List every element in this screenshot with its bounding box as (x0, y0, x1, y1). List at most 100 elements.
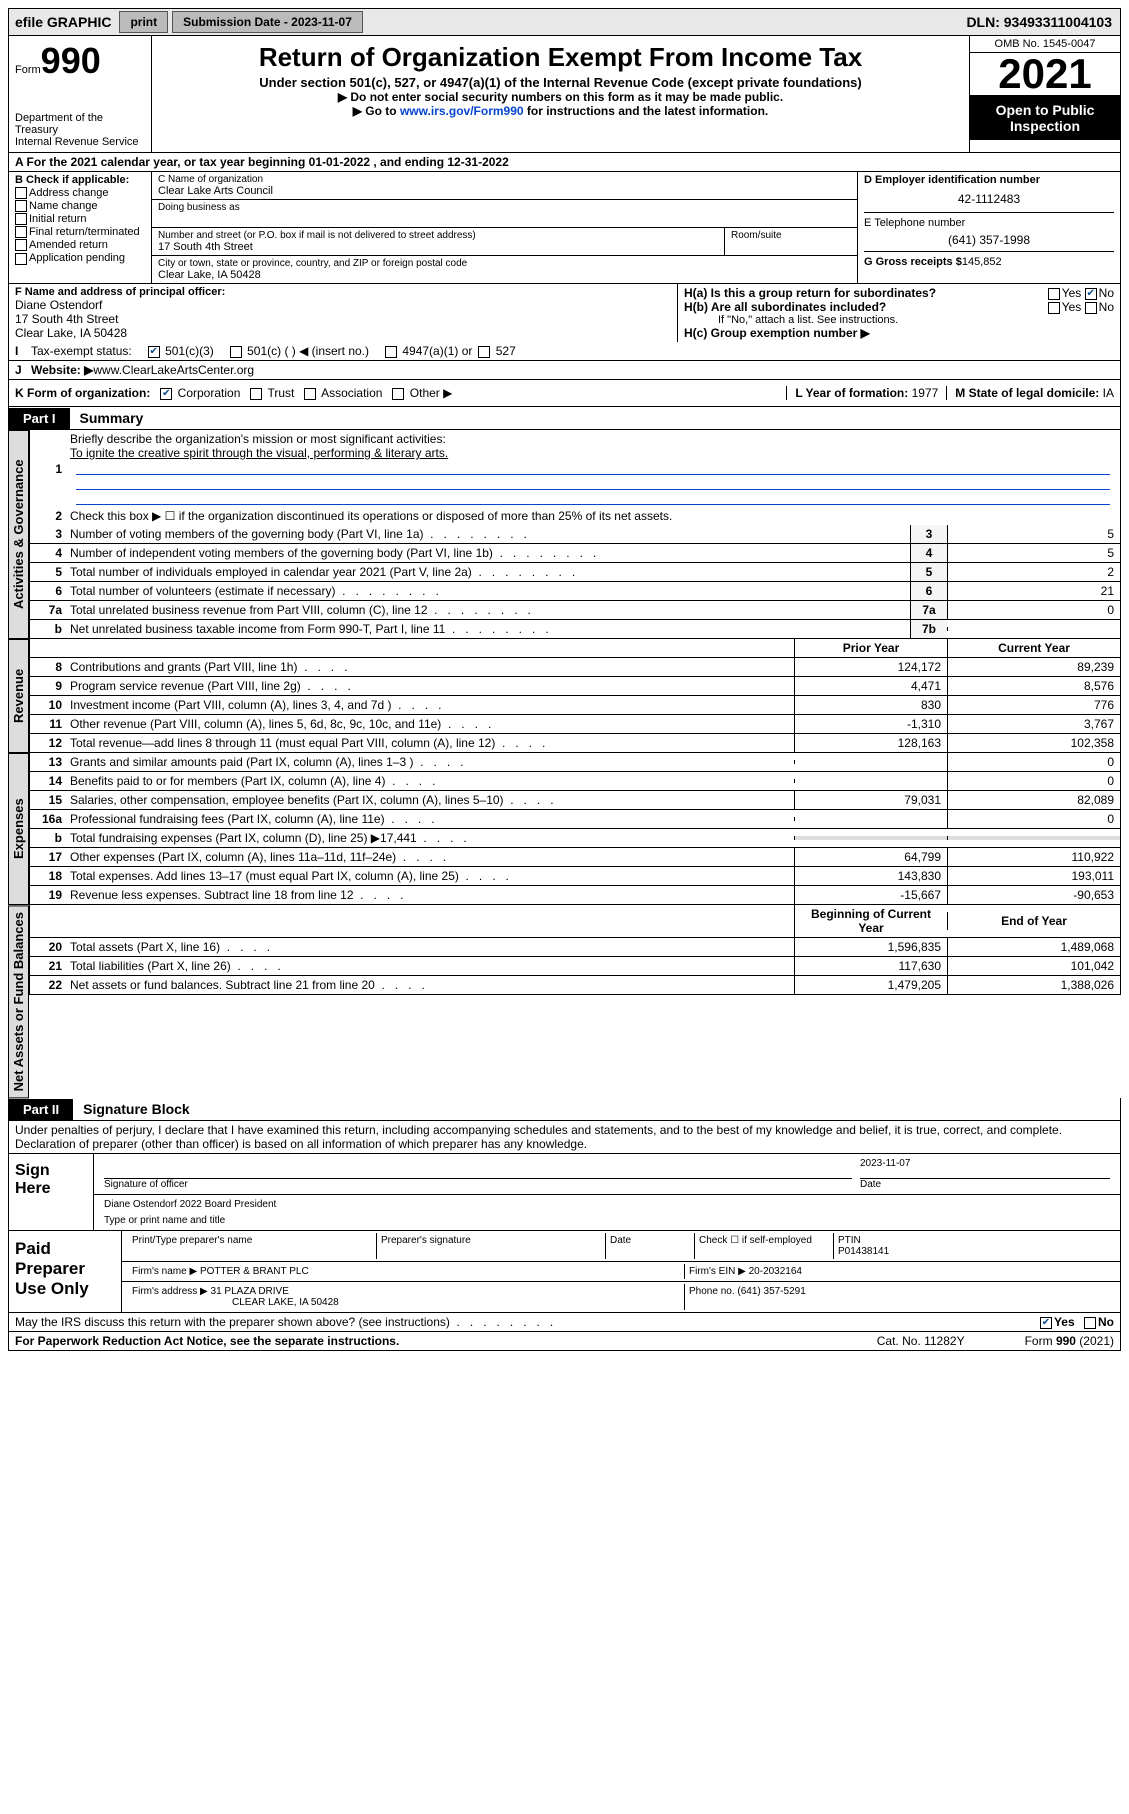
phone-value: (641) 357-1998 (864, 229, 1114, 251)
prep-name-label: Print/Type preparer's name (128, 1233, 377, 1259)
table-row: 9 Program service revenue (Part VIII, li… (29, 677, 1121, 696)
part1-title: Summary (70, 407, 154, 429)
subtitle-1: Under section 501(c), 527, or 4947(a)(1)… (160, 75, 961, 90)
table-row: 10 Investment income (Part VIII, column … (29, 696, 1121, 715)
sig-date-label: Date (860, 1179, 881, 1190)
cb-hb-yes[interactable] (1048, 302, 1060, 314)
revenue-header: Prior Year Current Year (29, 639, 1121, 658)
cb-501c3[interactable] (148, 346, 160, 358)
instructions-link[interactable]: www.irs.gov/Form990 (400, 104, 524, 118)
sig-name: Diane Ostendorf 2022 Board President (104, 1199, 1110, 1215)
cb-4947[interactable] (385, 346, 397, 358)
block-bcd: B Check if applicable: Address change Na… (8, 172, 1121, 283)
cb-k-assoc[interactable] (304, 388, 316, 400)
table-row: b Total fundraising expenses (Part IX, c… (29, 829, 1121, 848)
table-row: 20 Total assets (Part X, line 16) 1,596,… (29, 938, 1121, 957)
cb-amended-return[interactable]: Amended return (15, 239, 145, 251)
table-row: 8 Contributions and grants (Part VIII, l… (29, 658, 1121, 677)
table-row: 17 Other expenses (Part IX, column (A), … (29, 848, 1121, 867)
efile-label: efile GRAPHIC (9, 11, 117, 33)
discuss-label: May the IRS discuss this return with the… (15, 1315, 553, 1329)
f-cell: F Name and address of principal officer:… (9, 284, 678, 342)
room-label: Room/suite (731, 230, 851, 241)
tab-revenue: Revenue (8, 639, 29, 753)
j-label: Website: ▶ (31, 363, 93, 377)
firm-addr: 31 PLAZA DRIVE (211, 1286, 289, 1297)
cb-ha-no[interactable] (1085, 288, 1097, 300)
officer-addr1: 17 South 4th Street (15, 312, 671, 326)
preparer-row-3: Firm's address ▶ 31 PLAZA DRIVE CLEAR LA… (122, 1282, 1120, 1312)
cb-527[interactable] (478, 346, 490, 358)
firm-city: CLEAR LAKE, IA 50428 (232, 1297, 339, 1308)
table-row: 21 Total liabilities (Part X, line 26) 1… (29, 957, 1121, 976)
cb-address-change[interactable]: Address change (15, 187, 145, 199)
street-value: 17 South 4th Street (158, 241, 718, 253)
officer-name: Diane Ostendorf (15, 298, 671, 312)
prep-date-label: Date (606, 1233, 695, 1259)
cb-discuss-yes[interactable] (1040, 1317, 1052, 1329)
line-2: 2Check this box ▶ ☐ if the organization … (29, 507, 1121, 525)
ein-value: 42-1112483 (864, 186, 1114, 212)
hc-row: H(c) Group exemption number ▶ (684, 326, 1114, 340)
table-row: 13 Grants and similar amounts paid (Part… (29, 753, 1121, 772)
cb-name-change[interactable]: Name change (15, 200, 145, 212)
i-label: Tax-exempt status: (31, 344, 132, 358)
year-cell: OMB No. 1545-0047 2021 Open to Public In… (969, 36, 1120, 152)
tab-expenses: Expenses (8, 753, 29, 905)
title-cell: Return of Organization Exempt From Incom… (152, 36, 969, 152)
section-netassets: Net Assets or Fund Balances Beginning of… (8, 905, 1121, 1098)
subtitle-2: ▶ Do not enter social security numbers o… (160, 90, 961, 104)
cb-501c[interactable] (230, 346, 242, 358)
netassets-header: Beginning of Current Year End of Year (29, 905, 1121, 938)
cb-application-pending[interactable]: Application pending (15, 252, 145, 264)
preparer-row-1: Print/Type preparer's name Preparer's si… (122, 1231, 1120, 1262)
part1-bar: Part I Summary (8, 407, 1121, 430)
table-row: 11 Other revenue (Part VIII, column (A),… (29, 715, 1121, 734)
table-row: 14 Benefits paid to or for members (Part… (29, 772, 1121, 791)
line-7b: bNet unrelated business taxable income f… (29, 620, 1121, 639)
cb-k-other[interactable] (392, 388, 404, 400)
m-cell: M State of legal domicile: IA (946, 386, 1114, 400)
l1-label: Briefly describe the organization's miss… (70, 432, 446, 446)
cb-ha-yes[interactable] (1048, 288, 1060, 300)
subtitle-3: ▶ Go to www.irs.gov/Form990 for instruct… (160, 104, 961, 118)
pra-notice: For Paperwork Reduction Act Notice, see … (15, 1334, 399, 1348)
dln-label: DLN: 93493311004103 (958, 11, 1120, 33)
l-cell: L Year of formation: 1977 (786, 386, 938, 400)
submission-date-button[interactable]: Submission Date - 2023-11-07 (172, 11, 363, 33)
inspection-label: Open to Public Inspection (970, 96, 1120, 140)
cb-initial-return[interactable]: Initial return (15, 213, 145, 225)
c-city-cell: City or town, state or province, country… (152, 256, 857, 283)
b-label: B Check if applicable: (15, 174, 145, 186)
row-a-tax-year: A For the 2021 calendar year, or tax yea… (8, 153, 1121, 172)
sig-type-label: Type or print name and title (104, 1215, 225, 1226)
cb-k-trust[interactable] (250, 388, 262, 400)
cb-hb-no[interactable] (1085, 302, 1097, 314)
print-button[interactable]: print (119, 11, 168, 33)
f-label: F Name and address of principal officer: (15, 286, 671, 298)
officer-addr2: Clear Lake, IA 50428 (15, 326, 671, 340)
cb-discuss-no[interactable] (1084, 1317, 1096, 1329)
cb-k-corp[interactable] (160, 388, 172, 400)
footer-row: For Paperwork Reduction Act Notice, see … (8, 1332, 1121, 1351)
l1-value: To ignite the creative spirit through th… (70, 446, 448, 460)
sign-here-block: Sign Here Signature of officer 2023-11-0… (8, 1154, 1121, 1231)
table-row: 16a Professional fundraising fees (Part … (29, 810, 1121, 829)
sign-here-label: Sign Here (9, 1154, 94, 1230)
col-c: C Name of organization Clear Lake Arts C… (152, 172, 858, 283)
part1-label: Part I (9, 408, 70, 429)
sig-officer-row: Signature of officer 2023-11-07 Date (94, 1154, 1120, 1195)
cb-final-return[interactable]: Final return/terminated (15, 226, 145, 238)
c-name-label: C Name of organization (158, 174, 851, 185)
row-i: I Tax-exempt status: 501(c)(3) 501(c) ( … (8, 342, 1121, 361)
line-3: 3Number of voting members of the governi… (29, 525, 1121, 544)
c-street-row: Number and street (or P.O. box if mail i… (152, 228, 857, 256)
tab-netassets: Net Assets or Fund Balances (8, 905, 29, 1098)
form-number-cell: Form990 Department of the Treasury Inter… (9, 36, 152, 152)
dept-label: Department of the Treasury Internal Reve… (15, 112, 145, 148)
section-activities: Activities & Governance 1 Briefly descri… (8, 430, 1121, 639)
firm-name: POTTER & BRANT PLC (200, 1266, 309, 1277)
tax-year: 2021 (970, 53, 1120, 96)
table-row: 19 Revenue less expenses. Subtract line … (29, 886, 1121, 905)
ptin-value: P01438141 (838, 1246, 889, 1257)
